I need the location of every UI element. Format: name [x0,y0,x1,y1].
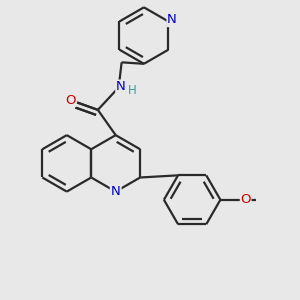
Text: O: O [240,193,251,206]
Text: O: O [65,94,76,106]
Text: N: N [111,185,121,198]
Text: N: N [116,80,126,93]
Text: N: N [167,14,177,26]
Text: H: H [128,84,137,97]
